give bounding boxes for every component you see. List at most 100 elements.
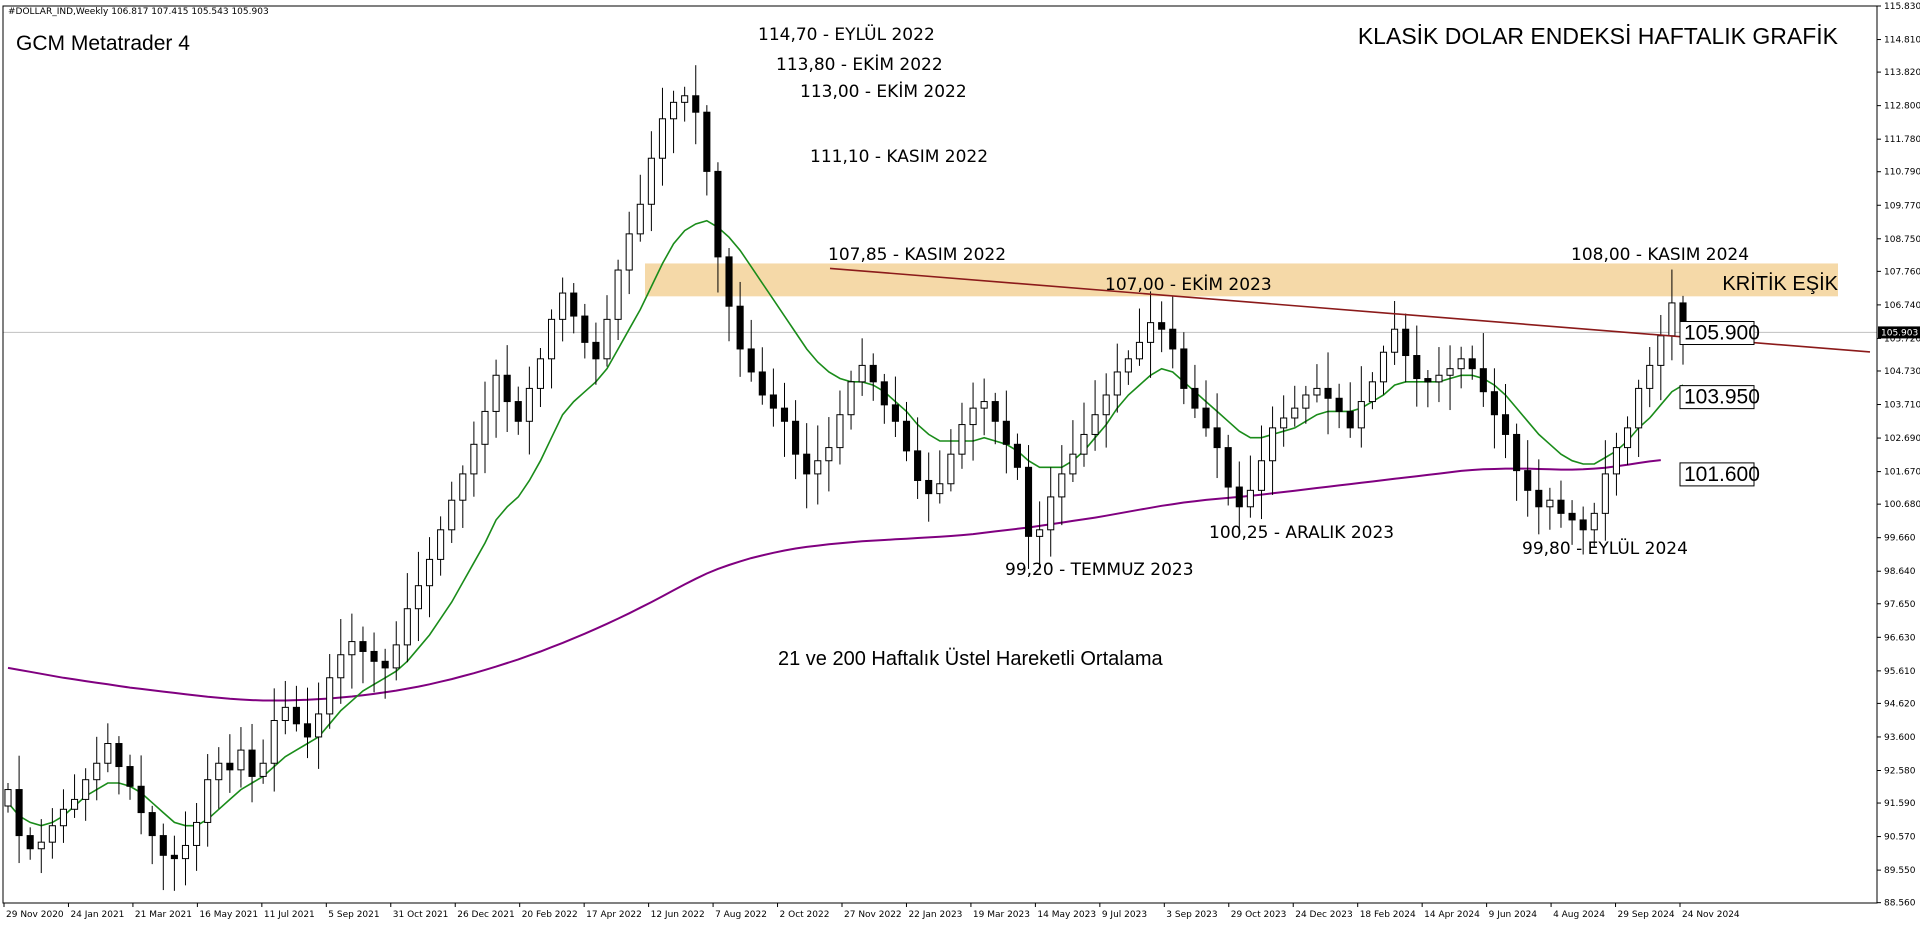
candle (170, 835, 178, 891)
bear-candle-body (1535, 489, 1543, 508)
bull-candle-body (547, 318, 556, 360)
bear-candle-body (1402, 328, 1410, 357)
y-tick-label: 97.650 (1884, 600, 1916, 610)
y-tick-label: 93.600 (1884, 733, 1916, 743)
x-tick-label: 21 Mar 2021 (135, 910, 192, 920)
bear-candle-body (15, 789, 23, 837)
candle (1357, 366, 1365, 448)
bull-candle-body (1546, 499, 1554, 508)
bull-candle-body (337, 654, 345, 679)
candle (115, 736, 123, 795)
candle (714, 162, 722, 293)
moving-averages-layer (7, 219, 1684, 827)
candle (703, 105, 711, 196)
bear-candle-body (1579, 519, 1587, 531)
bull-candle-body (4, 789, 12, 807)
bear-candle-body (1424, 378, 1432, 383)
bear-candle-body (581, 315, 589, 343)
bull-candle-body (1269, 427, 1277, 462)
bear-candle-body (303, 723, 312, 738)
bear-candle-body (1158, 322, 1166, 330)
bear-candle-body (1479, 368, 1487, 393)
candle (1124, 350, 1132, 385)
candle (4, 782, 12, 813)
y-tick-label: 90.570 (1884, 833, 1916, 843)
candle (1002, 390, 1010, 474)
bear-candle-body (891, 404, 899, 422)
candle (1590, 502, 1598, 547)
candle (1501, 383, 1510, 459)
y-tick-label: 107.760 (1884, 267, 1920, 277)
candle (1280, 395, 1288, 447)
candle (681, 86, 689, 122)
candle (1224, 434, 1232, 506)
bull-candle-body (1280, 417, 1288, 429)
candle (958, 402, 966, 469)
candle (658, 87, 667, 186)
symbol-info: #DOLLAR_IND,Weekly 106.817 107.415 105.5… (8, 7, 269, 17)
bull-candle-body (636, 203, 644, 235)
bull-candle-body (414, 585, 422, 610)
candle (736, 281, 744, 377)
candle (71, 774, 79, 818)
candle (758, 347, 766, 405)
candle (237, 727, 245, 788)
y-tick-label: 109.770 (1884, 201, 1920, 211)
bull-candle-body (1357, 401, 1365, 429)
y-tick-label: 101.670 (1884, 468, 1920, 478)
bull-candle-body (448, 499, 456, 531)
bull-candle-body (1391, 328, 1399, 353)
y-tick-label: 110.790 (1884, 168, 1920, 178)
candle (126, 754, 134, 800)
y-tick-label: 106.740 (1884, 301, 1920, 311)
x-tick-label: 5 Sep 2021 (328, 910, 379, 920)
candle (559, 277, 567, 342)
candle (503, 345, 511, 432)
candle (747, 319, 755, 382)
candle (1612, 432, 1620, 496)
bull-candle-body (1668, 302, 1676, 337)
x-tick-label: 29 Sep 2024 (1618, 910, 1675, 920)
bull-candle-body (181, 844, 190, 860)
candle (803, 423, 811, 509)
bear-candle-body (880, 381, 888, 406)
candle (1180, 332, 1188, 405)
price-label-box (1679, 321, 1755, 346)
candle (869, 353, 877, 401)
candle (614, 259, 622, 341)
bull-candle-body (481, 410, 489, 445)
bull-candle-body (1036, 529, 1044, 537)
bull-candle-body (71, 798, 79, 810)
price-label: 103.950 (1684, 386, 1760, 409)
candle (248, 723, 256, 803)
y-tick-label: 89.550 (1884, 866, 1916, 876)
x-tick-label: 14 May 2023 (1037, 910, 1096, 920)
candle (259, 739, 267, 784)
x-tick-label: 7 Aug 2022 (715, 910, 767, 920)
annotation-label: 111,10 - KASIM 2022 (810, 147, 988, 167)
candle (1091, 380, 1099, 451)
candle (914, 417, 922, 499)
bull-candle-body (559, 292, 567, 320)
bull-candle-body (204, 779, 212, 823)
bull-candle-body (958, 424, 966, 455)
candle (1524, 440, 1532, 517)
candle (414, 551, 422, 642)
candle (193, 803, 201, 871)
candle (592, 322, 600, 385)
bear-candle-body (803, 453, 811, 475)
bull-candle-body (647, 157, 655, 205)
bear-candle-body (381, 660, 389, 669)
candle (226, 734, 234, 793)
candle (1457, 346, 1465, 389)
bear-candle-body (1213, 427, 1221, 449)
candle (825, 417, 833, 492)
bear-candle-body (703, 111, 711, 172)
candle (481, 381, 489, 474)
bear-candle-body (292, 706, 300, 725)
bear-candle-body (137, 785, 145, 814)
bear-candle-body (1191, 387, 1199, 409)
candle (780, 382, 789, 457)
candle (292, 685, 300, 732)
